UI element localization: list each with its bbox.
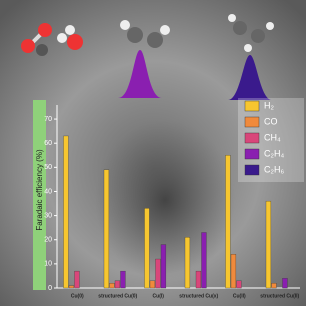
- legend-swatch: [245, 117, 259, 127]
- bar: [150, 281, 155, 288]
- y-tick-label: 30: [44, 212, 52, 219]
- page: {"chart_data": {"type": "bar", "y_label"…: [0, 0, 320, 311]
- legend-label: C₂H₄: [264, 148, 284, 158]
- bar: [121, 271, 126, 288]
- x-tick-label: structured Cu(x): [179, 293, 218, 299]
- bar: [272, 283, 277, 288]
- bar: [75, 271, 80, 288]
- bar: [104, 170, 109, 288]
- bar: [226, 155, 231, 288]
- bar: [237, 281, 242, 288]
- x-tick-label: structured Cu(0): [98, 293, 137, 299]
- y-tick-label: 50: [44, 164, 52, 171]
- y-tick-label: 10: [44, 261, 52, 268]
- y-tick-label: 0: [48, 285, 52, 292]
- bar: [196, 271, 201, 288]
- bar: [64, 136, 69, 288]
- bar: [266, 201, 271, 288]
- legend-swatch: [245, 165, 259, 175]
- legend-label: H₂: [264, 100, 274, 110]
- bar: [202, 232, 207, 288]
- y-tick-label: 20: [44, 237, 52, 244]
- x-tick-label: Cu(II): [233, 293, 246, 299]
- chart: Faradaic efficiency (%) 0 10 20 30 40 50 60 70 C…: [0, 0, 306, 306]
- legend-label: C₂H₆: [264, 164, 284, 174]
- x-tick-label: Cu(I): [153, 293, 165, 299]
- bar: [110, 283, 115, 288]
- y-tick-label: 60: [44, 140, 52, 147]
- bar: [115, 281, 120, 288]
- legend-swatch: [245, 133, 259, 143]
- x-tick-label: structured Cu(II): [260, 293, 299, 299]
- legend-swatch: [245, 149, 259, 159]
- bar: [145, 208, 150, 288]
- y-axis-label: Faradaic efficiency (%): [35, 149, 44, 231]
- legend-label: CH₄: [264, 132, 281, 142]
- bar: [161, 245, 166, 288]
- bar: [156, 259, 161, 288]
- legend-label: CO: [264, 116, 278, 126]
- x-tick-label: Cu(0): [71, 293, 84, 299]
- legend-swatch: [245, 101, 259, 111]
- y-tick-label: 70: [44, 116, 52, 123]
- bar: [185, 237, 190, 288]
- y-tick-label: 40: [44, 188, 52, 195]
- bar: [231, 254, 236, 288]
- bar: [283, 278, 288, 288]
- bar: [69, 286, 74, 288]
